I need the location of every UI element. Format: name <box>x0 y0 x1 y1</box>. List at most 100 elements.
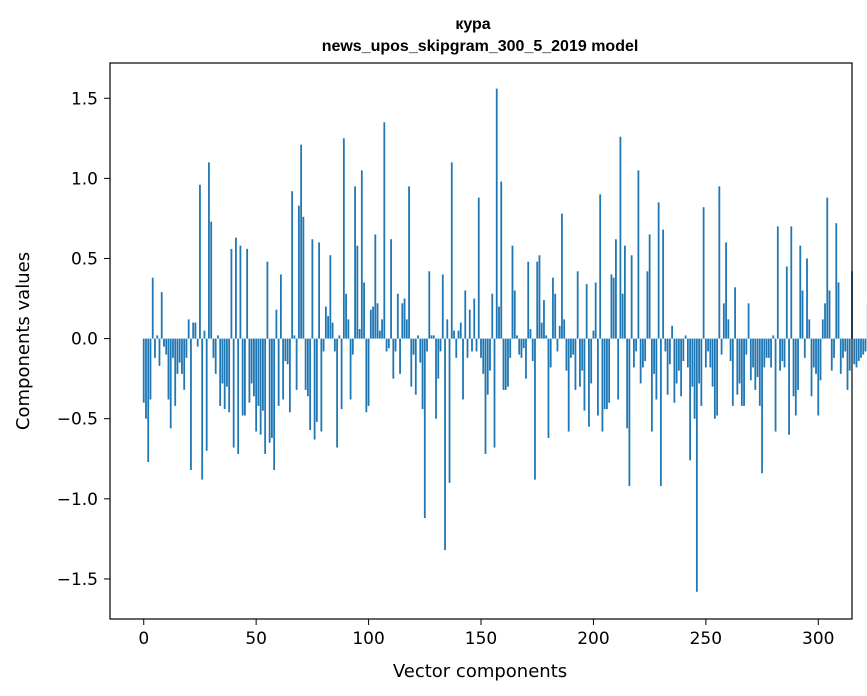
bar-136 <box>448 338 451 483</box>
bar-16 <box>178 338 181 363</box>
y-tick-label: −1.5 <box>57 570 98 590</box>
bar-35 <box>221 338 224 384</box>
bar-series <box>142 88 867 592</box>
bar-99 <box>365 338 368 413</box>
bar-20 <box>187 319 190 339</box>
bar-87 <box>338 335 341 339</box>
bar-171 <box>527 261 530 339</box>
bar-282 <box>776 226 779 339</box>
bar-227 <box>653 338 656 374</box>
bar-143 <box>464 290 467 339</box>
bar-22 <box>192 322 195 339</box>
bar-89 <box>342 138 345 339</box>
bar-111 <box>392 338 395 379</box>
bar-254 <box>713 338 716 419</box>
bar-91 <box>347 319 350 339</box>
bar-277 <box>765 338 768 358</box>
bar-51 <box>257 338 260 406</box>
bar-292 <box>799 245 802 339</box>
bar-32 <box>214 338 217 374</box>
bar-160 <box>502 338 505 390</box>
bar-300 <box>817 338 820 416</box>
bar-257 <box>720 338 723 355</box>
y-tick-label: −0.5 <box>57 410 98 430</box>
bar-59 <box>275 309 278 339</box>
bar-63 <box>284 338 287 362</box>
bar-232 <box>664 338 667 352</box>
bar-101 <box>369 309 372 339</box>
bar-304 <box>826 197 829 339</box>
bar-52 <box>259 338 262 435</box>
bar-267 <box>743 338 745 406</box>
bar-220 <box>637 170 640 339</box>
bar-249 <box>702 207 705 339</box>
bar-161 <box>504 338 507 390</box>
bar-246 <box>695 338 698 592</box>
bar-34 <box>219 338 222 406</box>
bar-228 <box>655 338 658 400</box>
y-tick-label: 1.5 <box>71 89 98 109</box>
bar-5 <box>154 338 156 358</box>
bar-19 <box>185 338 188 358</box>
bar-145 <box>468 309 471 339</box>
bar-124 <box>421 338 424 410</box>
bar-60 <box>277 338 280 406</box>
bar-250 <box>704 338 707 368</box>
bar-317 <box>855 338 858 368</box>
bar-205 <box>603 338 606 410</box>
bar-303 <box>824 303 826 339</box>
bar-129 <box>432 335 435 339</box>
bar-311 <box>842 338 844 358</box>
bar-258 <box>722 303 725 339</box>
bar-233 <box>666 338 669 395</box>
bar-96 <box>358 328 361 339</box>
bar-48 <box>250 338 253 384</box>
bar-231 <box>662 229 665 339</box>
bar-256 <box>718 186 721 339</box>
bar-198 <box>588 338 590 427</box>
bar-150 <box>480 338 482 358</box>
bar-144 <box>466 338 469 358</box>
bar-149 <box>477 197 480 339</box>
bar-77 <box>315 338 318 422</box>
bar-100 <box>367 338 370 406</box>
bar-237 <box>675 338 678 384</box>
bar-1 <box>145 338 147 419</box>
bar-219 <box>635 338 638 352</box>
bar-188 <box>565 338 568 371</box>
bar-200 <box>592 330 595 339</box>
bar-130 <box>435 338 437 419</box>
bar-153 <box>486 338 489 395</box>
bar-79 <box>320 338 323 432</box>
bar-56 <box>268 338 271 443</box>
bar-92 <box>349 338 352 400</box>
bar-263 <box>734 287 736 339</box>
bar-104 <box>376 303 379 339</box>
bar-247 <box>698 338 701 384</box>
bar-314 <box>848 338 851 371</box>
bar-224 <box>646 271 649 339</box>
bar-120 <box>412 338 415 355</box>
bar-95 <box>356 245 359 339</box>
bar-72 <box>304 338 307 390</box>
bar-202 <box>597 338 599 416</box>
bar-49 <box>253 338 255 397</box>
bar-251 <box>707 338 709 352</box>
bar-310 <box>839 338 842 374</box>
bar-123 <box>419 338 422 363</box>
bar-208 <box>610 274 613 339</box>
bar-53 <box>261 338 264 411</box>
bar-65 <box>288 338 291 413</box>
bar-74 <box>309 338 312 430</box>
bar-182 <box>552 277 554 339</box>
bar-244 <box>691 338 694 387</box>
bar-152 <box>484 338 487 454</box>
bar-242 <box>686 338 689 368</box>
bar-146 <box>471 338 473 352</box>
bar-281 <box>774 338 777 432</box>
bar-118 <box>408 186 410 339</box>
bar-45 <box>244 338 246 416</box>
chart-title-line-1: кура <box>455 16 490 33</box>
bar-312 <box>844 338 847 352</box>
